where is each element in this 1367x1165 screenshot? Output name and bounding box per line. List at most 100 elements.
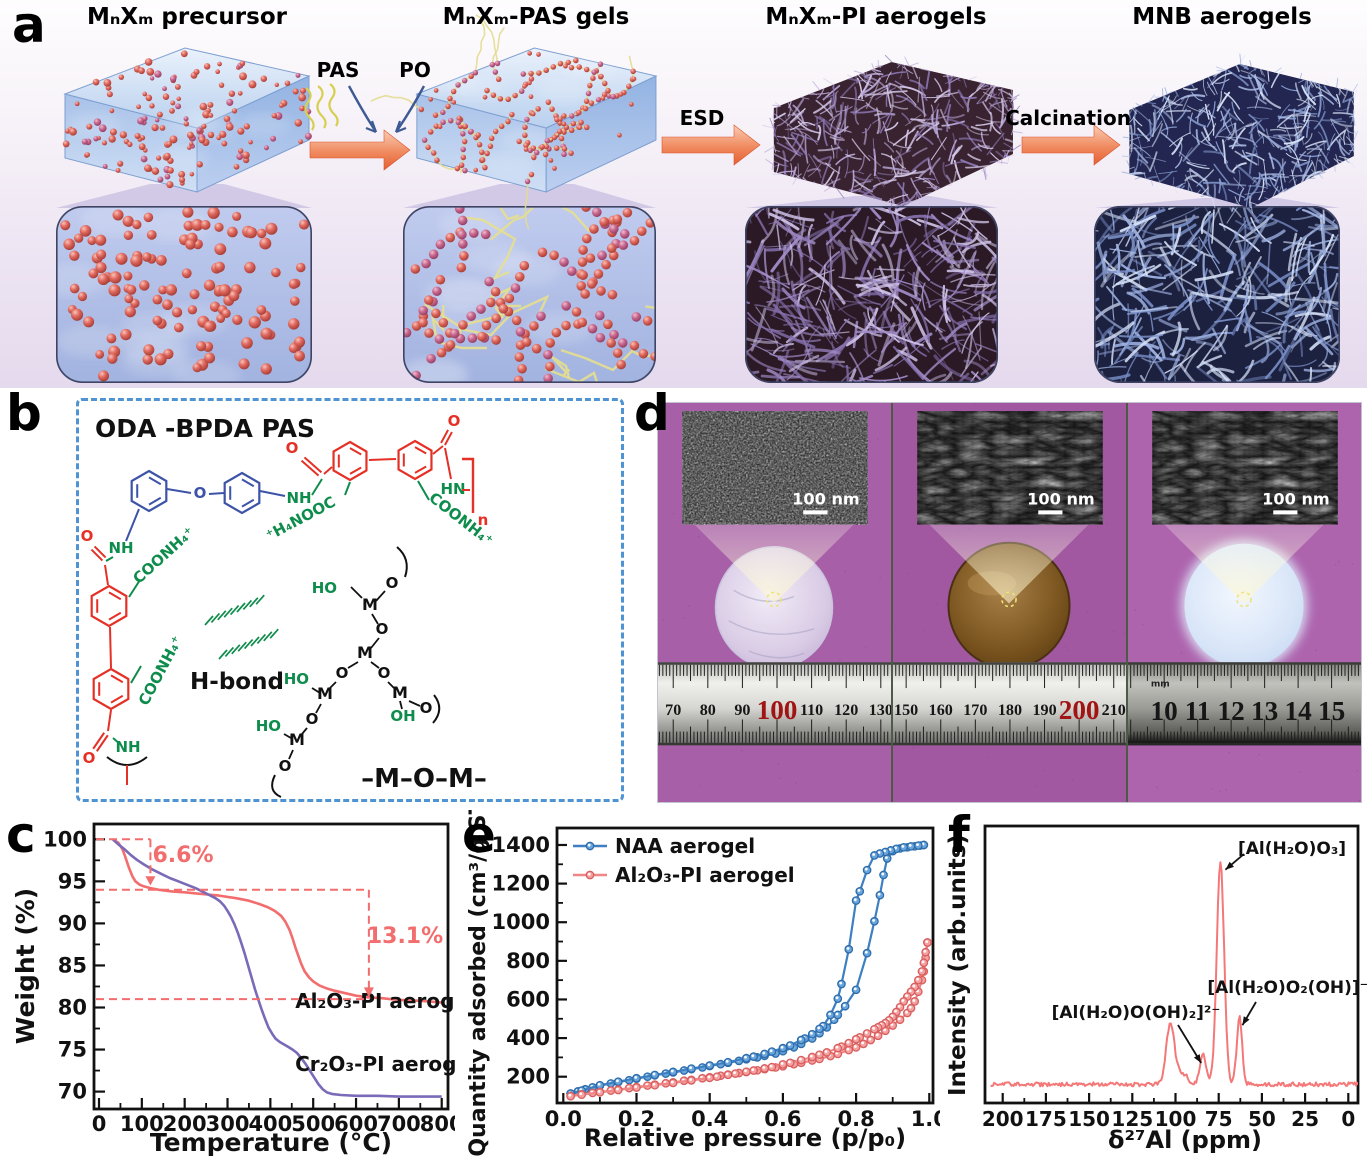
y-tick-label: 75 xyxy=(58,1038,87,1062)
ruler-number: 12 xyxy=(1218,696,1245,726)
mnb-aerogel-block xyxy=(1108,45,1367,229)
chem-label-o: O xyxy=(448,412,461,430)
ruler-number: 150 xyxy=(894,702,918,719)
y-tick-label: 95 xyxy=(58,869,87,893)
peak-label: [Al(H₂O)O₂(OH)]⁻ xyxy=(1207,978,1367,998)
chem-label-coonh4: COONH₄⁺ xyxy=(135,633,187,709)
ruler-number: 14 xyxy=(1285,696,1313,726)
panel-label-e: e xyxy=(462,810,496,860)
pas-polymer-squiggle-icon xyxy=(329,84,337,126)
chem-label-o: O xyxy=(386,574,399,592)
pas-pour-arrow-icon xyxy=(349,86,376,132)
benzene-ring xyxy=(334,442,367,480)
benzene-ring xyxy=(399,441,432,479)
panel-label-b: b xyxy=(6,388,42,438)
panel-a-synthesis-scheme: a MₙXₘ precursor MₙXₘ-PAS gels MₙXₘ-PI a… xyxy=(0,0,1367,388)
chem-label-oh: OH xyxy=(390,707,415,725)
y-tick-label: 70 xyxy=(58,1080,87,1104)
x-tick-label: 0.0 xyxy=(545,1107,582,1131)
panel-b-title: ODA -BPDA PAS xyxy=(95,414,315,443)
x-tick-label: 0 xyxy=(1341,1107,1355,1131)
y-tick-label: 100 xyxy=(43,827,87,851)
chem-label-o: O xyxy=(336,664,349,682)
ruler-number: 190 xyxy=(1032,702,1056,719)
hbond-label: H-bond xyxy=(190,669,284,695)
panel-label-f: f xyxy=(948,810,970,860)
stage-title-mnb-aerogels: MNB aerogels xyxy=(1132,4,1312,30)
scale-bar-label: 100 nm xyxy=(1262,489,1330,508)
ruler-number: 10 xyxy=(1151,696,1178,726)
chem-label-o: O xyxy=(376,620,389,638)
chem-label-o: O xyxy=(81,527,94,545)
panel-label-d: d xyxy=(634,388,670,438)
x-tick-label: 1.0 xyxy=(911,1107,940,1131)
stage-title-pas-gels: MₙXₘ-PAS gels xyxy=(443,4,630,30)
chem-label-nh: NH xyxy=(108,539,133,557)
ruler-unit: mm xyxy=(1151,680,1170,690)
scale-bar xyxy=(803,510,827,514)
y-tick-label: 1000 xyxy=(492,910,550,934)
sem-inset: 100 nm xyxy=(1152,411,1338,524)
chem-label-ho: HO xyxy=(312,579,337,597)
chem-label-m: M xyxy=(392,683,408,702)
stage-title-precursor: MₙXₘ precursor xyxy=(87,4,287,30)
x-tick-label: 150 xyxy=(1068,1107,1110,1131)
panel-label-c: c xyxy=(6,810,36,860)
chem-label-coonh4: COONH₄⁺ xyxy=(129,523,198,587)
x-tick-label: 0 xyxy=(92,1112,107,1136)
peak-label: [Al(H₂O)O(OH)₂]²⁻ xyxy=(1052,1003,1221,1023)
series-label: Cr₂O₃-PI aerogel xyxy=(295,1052,455,1076)
stage-title-pi-aerogels: MₙXₘ-PI aerogels xyxy=(765,4,986,30)
sem-inset: 100 nm xyxy=(682,411,868,524)
ruler-number: 160 xyxy=(929,702,953,719)
x-axis-label: δ²⁷Al (ppm) xyxy=(1108,1126,1262,1154)
ruler-number: 70 xyxy=(665,702,681,719)
panel-label-a: a xyxy=(12,0,46,50)
y-tick-label: 80 xyxy=(58,996,87,1020)
arrow-pas-po xyxy=(310,130,410,170)
benzene-ring xyxy=(92,586,127,626)
ruler-number: 120 xyxy=(834,702,858,719)
scale-bar xyxy=(1038,510,1062,514)
y-tick-label: 600 xyxy=(506,987,550,1011)
series-label: Al₂O₃-PI aerogel xyxy=(295,989,455,1013)
ruler-number: 11 xyxy=(1185,696,1211,726)
y-axis-label: Weight (%) xyxy=(11,888,40,1044)
x-tick-label: 800 xyxy=(420,1112,455,1136)
y-axis-label: Intensity (arb.units) xyxy=(945,834,971,1096)
y-tick-label: 1200 xyxy=(492,872,550,896)
x-axis-label: Temperature (°C) xyxy=(150,1128,392,1157)
ruler-number: 80 xyxy=(700,702,716,719)
y-tick-label: 85 xyxy=(58,953,87,977)
chem-label-ho: HO xyxy=(256,717,281,735)
chem-label-nh: NH xyxy=(115,738,140,756)
arrow-label-esd: ESD xyxy=(680,106,725,130)
panel-c-tga-chart: 0100200300400500600700800707580859095100… xyxy=(0,810,455,1161)
chem-label-o: O xyxy=(83,749,96,767)
loss-annotation: 13.1% xyxy=(367,924,443,949)
zoom-view-fiber-blue xyxy=(1058,177,1367,388)
arrow-label-calcination: Calcination xyxy=(1005,106,1131,130)
benzene-ring xyxy=(225,473,260,513)
y-tick-label: 90 xyxy=(58,911,87,935)
y-tick-label: 400 xyxy=(506,1026,550,1050)
legend-label: NAA aerogel xyxy=(615,834,755,858)
chem-label-m: M xyxy=(362,595,378,614)
ruler-number: 90 xyxy=(734,702,750,719)
y-tick-label: 200 xyxy=(506,1065,550,1089)
ruler-number: 13 xyxy=(1251,696,1278,726)
benzene-ring xyxy=(94,669,129,709)
mom-label: –M–O–M– xyxy=(361,764,487,794)
